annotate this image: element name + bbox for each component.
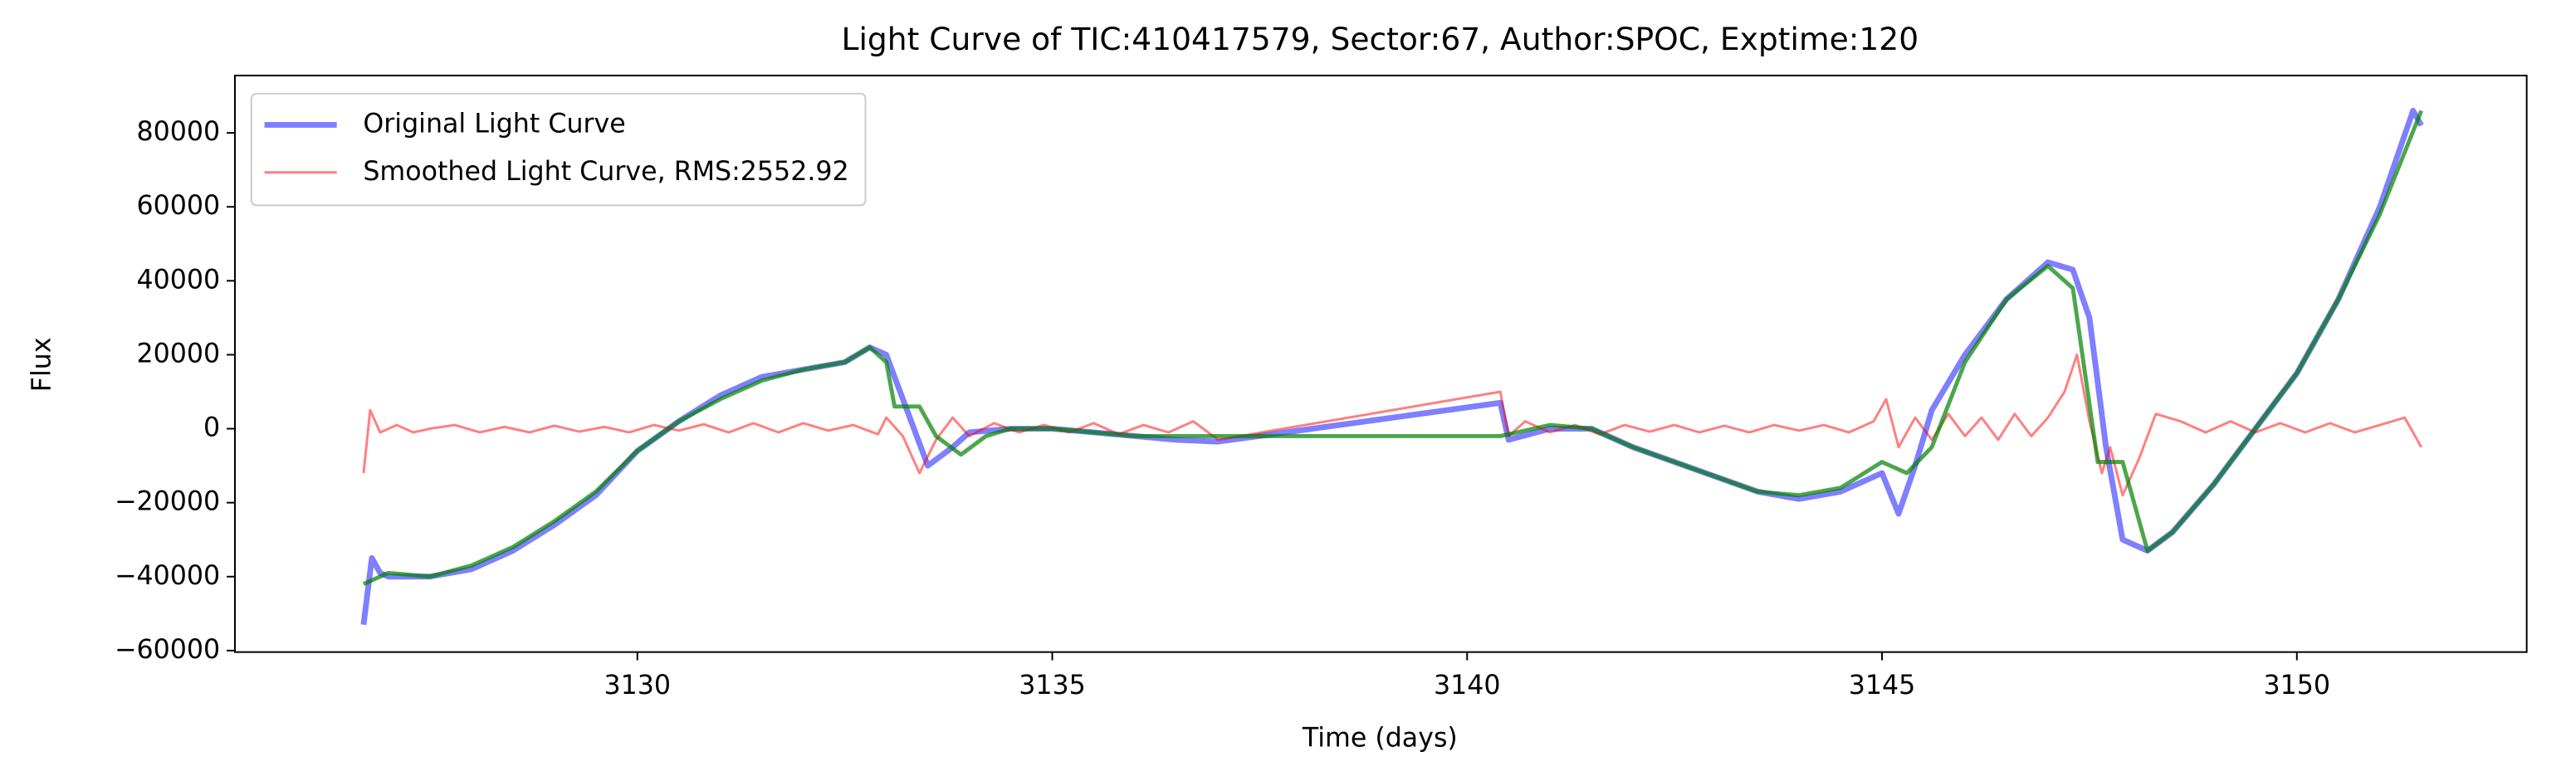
y-tick-label: 0 [203, 413, 220, 443]
x-tick-label: 3135 [1019, 671, 1086, 700]
x-tick-label: 3145 [1849, 671, 1916, 700]
y-tick-label: 20000 [136, 339, 220, 369]
legend-label: Smoothed Light Curve, RMS:2552.92 [363, 157, 848, 187]
y-tick-label: −60000 [115, 635, 220, 665]
chart-title: Light Curve of TIC:410417579, Sector:67,… [842, 21, 1919, 57]
series-line [362, 353, 2422, 497]
y-axis-label: Flux [27, 337, 56, 392]
y-tick-label: 80000 [136, 117, 220, 147]
legend: Original Light Curve Smoothed Light Curve… [250, 92, 867, 207]
y-tick-label: −40000 [115, 561, 220, 591]
x-tick-label: 3140 [1434, 671, 1501, 700]
series-line [362, 110, 2423, 586]
y-tick-label: 40000 [136, 265, 220, 295]
y-tick-label: −20000 [115, 487, 220, 517]
y-tick-label: 60000 [136, 191, 220, 221]
x-tick-label: 3150 [2263, 671, 2330, 700]
x-axis-label: Time (days) [1302, 724, 1458, 754]
legend-box [250, 92, 867, 207]
legend-label: Original Light Curve [363, 109, 625, 139]
x-tick-label: 3130 [604, 671, 671, 700]
plot-frame [234, 75, 2528, 653]
